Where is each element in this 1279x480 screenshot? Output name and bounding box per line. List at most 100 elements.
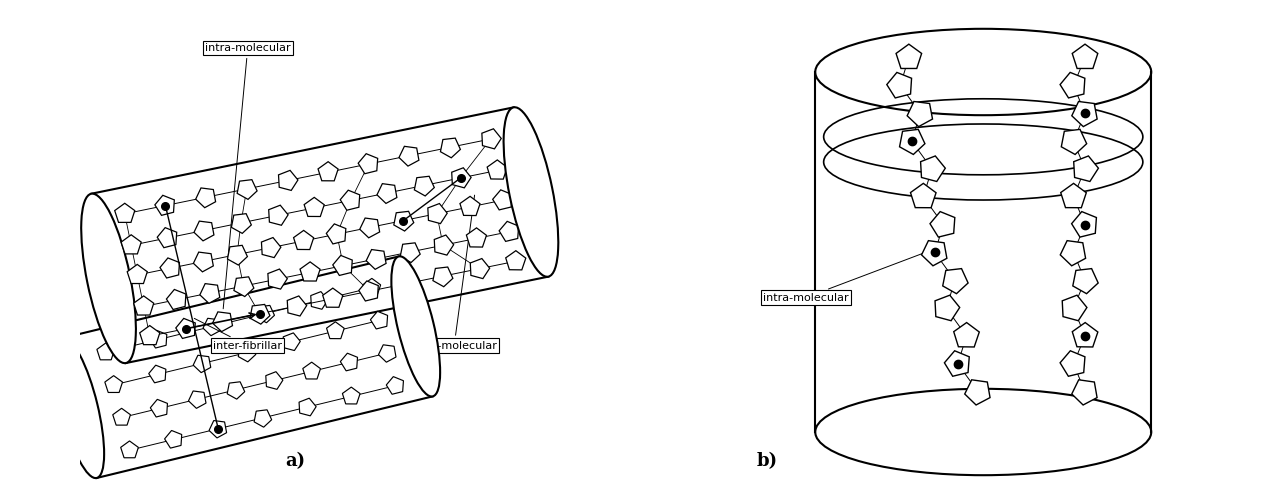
Polygon shape xyxy=(127,264,147,284)
Polygon shape xyxy=(922,240,946,266)
Polygon shape xyxy=(294,230,313,250)
Polygon shape xyxy=(366,250,386,269)
Polygon shape xyxy=(261,238,281,258)
Polygon shape xyxy=(399,146,420,166)
Polygon shape xyxy=(435,235,454,255)
Polygon shape xyxy=(228,382,244,399)
Polygon shape xyxy=(231,214,252,233)
Polygon shape xyxy=(1072,380,1097,405)
Polygon shape xyxy=(105,376,123,393)
Polygon shape xyxy=(1060,72,1085,98)
Polygon shape xyxy=(487,160,508,179)
Polygon shape xyxy=(944,351,969,376)
Polygon shape xyxy=(921,156,945,181)
Text: b): b) xyxy=(757,452,778,470)
Polygon shape xyxy=(333,255,352,276)
Polygon shape xyxy=(911,183,936,208)
Polygon shape xyxy=(151,399,168,417)
Polygon shape xyxy=(499,221,519,241)
Polygon shape xyxy=(414,176,435,196)
Polygon shape xyxy=(340,190,359,210)
Polygon shape xyxy=(139,325,160,345)
Polygon shape xyxy=(1072,212,1096,237)
Polygon shape xyxy=(897,44,922,69)
Polygon shape xyxy=(120,441,138,458)
Polygon shape xyxy=(505,251,526,270)
Polygon shape xyxy=(460,196,480,216)
Polygon shape xyxy=(175,318,196,338)
Polygon shape xyxy=(371,312,388,329)
Polygon shape xyxy=(935,295,959,321)
Polygon shape xyxy=(343,387,361,404)
Ellipse shape xyxy=(391,256,440,396)
Polygon shape xyxy=(155,195,174,216)
Polygon shape xyxy=(467,228,486,247)
Polygon shape xyxy=(157,228,177,248)
Polygon shape xyxy=(249,304,270,324)
Polygon shape xyxy=(1060,351,1085,376)
Polygon shape xyxy=(379,345,396,362)
Polygon shape xyxy=(318,162,338,181)
Polygon shape xyxy=(267,269,288,289)
Polygon shape xyxy=(1063,295,1087,321)
Text: inter-molecular: inter-molecular xyxy=(412,195,496,350)
Polygon shape xyxy=(492,190,512,210)
Polygon shape xyxy=(113,408,130,425)
Polygon shape xyxy=(899,130,925,155)
Polygon shape xyxy=(1073,269,1099,294)
Polygon shape xyxy=(363,278,381,295)
Polygon shape xyxy=(193,355,211,372)
Polygon shape xyxy=(964,380,990,405)
Polygon shape xyxy=(115,204,134,222)
Polygon shape xyxy=(160,258,179,278)
Polygon shape xyxy=(1060,240,1086,266)
Polygon shape xyxy=(322,288,343,307)
Polygon shape xyxy=(196,188,216,208)
Polygon shape xyxy=(1072,101,1097,127)
Polygon shape xyxy=(930,212,955,237)
Polygon shape xyxy=(954,323,980,347)
Polygon shape xyxy=(451,168,471,188)
Polygon shape xyxy=(266,372,283,389)
Polygon shape xyxy=(166,289,185,310)
Polygon shape xyxy=(400,243,421,263)
Polygon shape xyxy=(122,235,141,254)
Polygon shape xyxy=(340,353,358,371)
Ellipse shape xyxy=(55,338,104,478)
Polygon shape xyxy=(234,277,253,297)
Polygon shape xyxy=(326,322,344,339)
Polygon shape xyxy=(326,224,345,244)
Polygon shape xyxy=(188,391,206,408)
Text: intra-molecular: intra-molecular xyxy=(762,253,922,302)
Polygon shape xyxy=(395,275,416,294)
Polygon shape xyxy=(301,262,320,281)
Polygon shape xyxy=(200,284,220,303)
Text: inter-fibrillar: inter-fibrillar xyxy=(194,318,283,350)
Polygon shape xyxy=(471,259,490,278)
Polygon shape xyxy=(1062,130,1087,155)
Polygon shape xyxy=(907,101,932,127)
Polygon shape xyxy=(359,218,380,238)
Polygon shape xyxy=(165,431,182,448)
Polygon shape xyxy=(148,365,166,383)
Polygon shape xyxy=(482,129,501,149)
Polygon shape xyxy=(237,180,257,199)
Polygon shape xyxy=(358,154,377,174)
Polygon shape xyxy=(377,184,396,204)
Polygon shape xyxy=(255,410,271,427)
Polygon shape xyxy=(238,345,256,362)
Polygon shape xyxy=(97,343,115,360)
Polygon shape xyxy=(943,269,968,294)
Polygon shape xyxy=(440,138,460,158)
Polygon shape xyxy=(886,72,912,98)
Polygon shape xyxy=(299,398,316,416)
Text: intra-molecular: intra-molecular xyxy=(205,43,290,309)
Polygon shape xyxy=(1073,156,1099,181)
Polygon shape xyxy=(193,252,214,272)
Polygon shape xyxy=(288,296,307,316)
Polygon shape xyxy=(394,211,414,231)
Text: a): a) xyxy=(285,452,306,470)
Polygon shape xyxy=(1072,44,1097,69)
Polygon shape xyxy=(304,197,325,216)
Polygon shape xyxy=(303,362,321,379)
